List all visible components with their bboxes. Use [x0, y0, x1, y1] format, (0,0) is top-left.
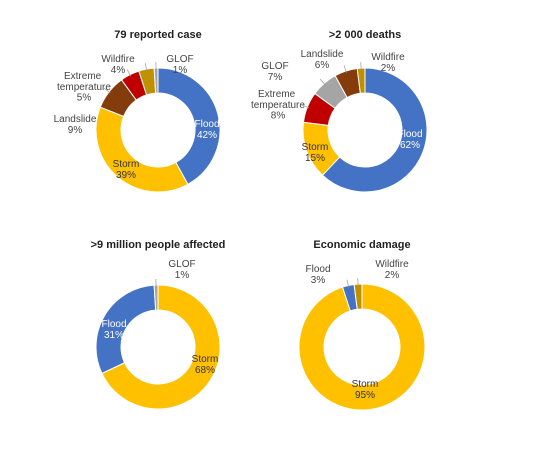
- segment-value-label: 7%: [268, 72, 283, 83]
- segment-label: GLOF: [166, 54, 193, 65]
- segment-label: Extreme temperature: [251, 89, 305, 111]
- segment-label: Storm: [113, 159, 140, 170]
- segment-label: GLOF: [168, 259, 195, 270]
- segment-label: Extreme temperature: [57, 71, 111, 93]
- segment-label: Flood: [305, 264, 330, 275]
- chart-title: 79 reported case: [114, 29, 201, 41]
- segment-value-label: 2%: [385, 270, 400, 281]
- segment-value-label: 2%: [381, 63, 396, 74]
- segment-value-label: 9%: [68, 125, 83, 136]
- segment-value-label: 62%: [400, 140, 420, 151]
- chart-title: >2 000 deaths: [329, 29, 401, 41]
- segment-value-label: 68%: [195, 365, 215, 376]
- segment-value-label: 1%: [175, 270, 190, 281]
- segment-label: Flood: [397, 129, 422, 140]
- segment-value-label: 95%: [355, 390, 375, 401]
- segment-value-label: 3%: [311, 275, 326, 286]
- segment-label: Landslide: [54, 114, 97, 125]
- segment-label: Storm: [302, 142, 329, 153]
- chart-title: Economic damage: [313, 239, 410, 251]
- segment-value-label: 42%: [197, 130, 217, 141]
- segment-label: Wildfire: [101, 54, 135, 65]
- segment-value-label: 39%: [116, 170, 136, 181]
- segment-label: GLOF: [261, 61, 288, 72]
- segment-label: Storm: [192, 354, 219, 365]
- segment-value-label: 1%: [173, 65, 188, 76]
- segment-label: Wildfire: [375, 259, 409, 270]
- segment-value-label: 4%: [111, 65, 126, 76]
- segment-value-label: 8%: [271, 111, 286, 122]
- segment-label: Flood: [101, 319, 126, 330]
- segment-label: Wildfire: [371, 52, 405, 63]
- segment-value-label: 31%: [104, 330, 124, 341]
- segment-label: Storm: [352, 379, 379, 390]
- segment-value-label: 15%: [305, 153, 325, 164]
- segment-value-label: 6%: [315, 60, 330, 71]
- segment-label: Flood: [194, 119, 219, 130]
- segment-label: Landslide: [301, 49, 344, 60]
- donut-segment: [96, 107, 188, 192]
- chart-title: >9 million people affected: [91, 239, 226, 251]
- segment-value-label: 5%: [77, 93, 92, 104]
